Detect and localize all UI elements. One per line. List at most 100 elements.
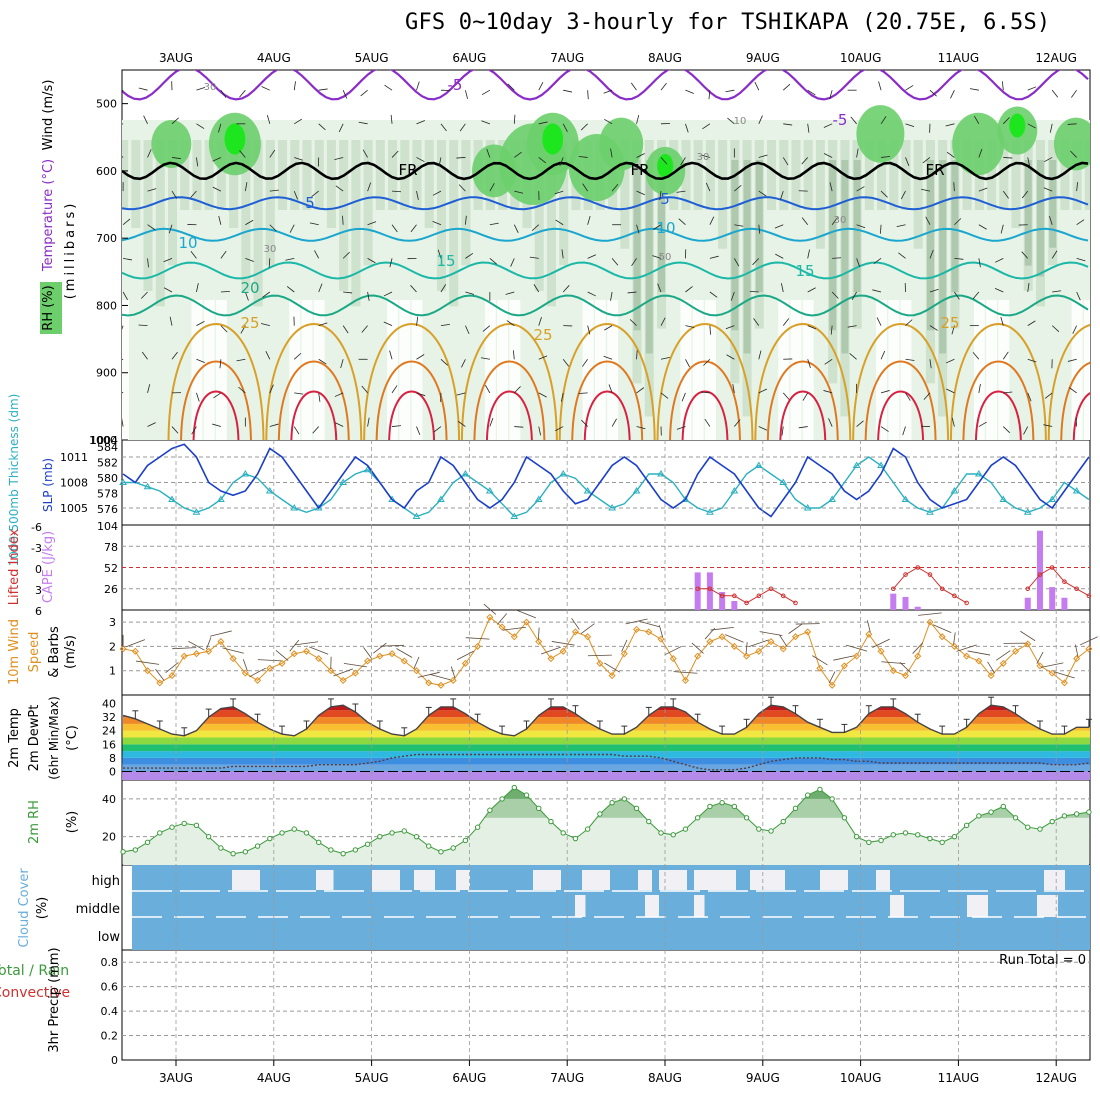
- wind-barb: [1051, 89, 1059, 98]
- rh-dry-cell: [998, 300, 1010, 440]
- rh-mid-cell: [253, 140, 263, 307]
- wind-speed-marker: [559, 647, 567, 655]
- rh-green-patch: [856, 105, 905, 163]
- wind-barb: [831, 291, 839, 299]
- wind-barb: [657, 283, 662, 293]
- wind-barb-10m: [625, 618, 648, 625]
- wind-barb: [758, 388, 768, 394]
- wind-barb: [1027, 392, 1032, 402]
- rh-dry-cell: [289, 300, 301, 440]
- rh-marker: [511, 784, 517, 791]
- wind-barb: [410, 224, 417, 233]
- wind-barb: [218, 123, 222, 133]
- wind-speed-marker: [633, 625, 641, 633]
- wind-barb: [514, 386, 521, 394]
- rh-marker: [609, 799, 615, 806]
- wind-barb: [676, 426, 686, 430]
- wind-barb: [562, 123, 568, 132]
- contour-label: 30: [834, 215, 847, 226]
- day-label-bottom-6AUG: 6AUG: [452, 1071, 486, 1085]
- wind-barb-10m: [673, 671, 698, 674]
- wind-barb: [458, 184, 466, 192]
- wind-barb: [367, 258, 376, 264]
- temp-fill-group: [122, 705, 1090, 780]
- contour-surface-tongue: [962, 360, 1035, 440]
- rh-marker: [413, 833, 420, 840]
- wind-barb: [734, 419, 741, 427]
- wind-barb: [410, 285, 417, 293]
- wind-barb: [758, 350, 762, 360]
- rh-marker: [633, 805, 640, 812]
- wind-barb-10m: [846, 644, 868, 652]
- rh-dry-cell: [399, 300, 411, 440]
- wind-barb: [196, 157, 199, 167]
- rh-mid-cell: [363, 140, 373, 266]
- wind-barb: [709, 255, 719, 259]
- wind-barb: [416, 157, 425, 163]
- wind-barb: [978, 383, 981, 393]
- wind-speed-marker: [840, 662, 848, 670]
- thickness-marker: [1023, 508, 1032, 515]
- rh-marker: [438, 849, 444, 855]
- rh-mid-cell: [192, 140, 202, 210]
- wind-barb: [880, 190, 888, 198]
- wind-barb: [1027, 320, 1036, 326]
- rh-dry-cell: [215, 300, 227, 440]
- rh-marker: [316, 839, 322, 846]
- rh-mid-cell: [705, 140, 715, 210]
- wind-barb-10m: [621, 639, 628, 652]
- rh-marker: [242, 849, 249, 855]
- wind-speed-marker: [999, 659, 1007, 667]
- wind-barb: [850, 116, 857, 125]
- wind-speed-marker: [1048, 669, 1056, 677]
- wind-barb-10m: [812, 655, 828, 666]
- wind-barb: [438, 157, 442, 167]
- wind-speed-marker: [938, 633, 946, 641]
- wind-barb: [898, 252, 906, 259]
- contour-surface-tongue: [1047, 324, 1090, 440]
- rh-marker: [976, 813, 982, 819]
- thickness-marker: [828, 495, 837, 502]
- day-label-top-12AUG: 12AUG: [1035, 51, 1077, 65]
- wind-speed-marker: [522, 618, 531, 626]
- wind-barb: [880, 116, 887, 125]
- thickness-marker: [779, 478, 788, 485]
- wind-barb: [905, 85, 914, 91]
- temp-ytick-16: 16: [102, 738, 116, 751]
- li-ytick-6: 6: [35, 605, 42, 618]
- wind-barb: [660, 157, 668, 165]
- wind-barb-10m: [987, 661, 995, 674]
- rh-mid-cell: [718, 140, 728, 249]
- wind-barb-10m: [188, 640, 205, 651]
- wind-barb: [1027, 358, 1037, 363]
- cape-ytick-78: 78: [104, 541, 118, 554]
- wind-barb-10m: [638, 620, 660, 628]
- wind-barb: [725, 325, 735, 330]
- wind-speed-marker: [889, 667, 897, 675]
- rh-dry-cell: [191, 300, 203, 440]
- wind-barb: [978, 148, 983, 158]
- slp-line: [122, 443, 1090, 518]
- wind-barb: [533, 284, 540, 293]
- wind-barb-10m: [587, 654, 612, 657]
- day-label-bottom-11AUG: 11AUG: [938, 1071, 980, 1085]
- cloud-high-block: [638, 870, 652, 890]
- contour-label: 25: [940, 314, 959, 332]
- wind-barb: [807, 123, 810, 133]
- wind-barb: [802, 392, 809, 401]
- cloud-mid-block: [694, 895, 705, 917]
- wind-barb: [312, 426, 319, 434]
- wind-barb: [562, 359, 570, 367]
- wind-barb: [122, 218, 131, 226]
- wind-speed-marker: [571, 628, 579, 636]
- wind-barb: [266, 115, 271, 124]
- rh-marker: [523, 792, 530, 798]
- temp-band: [122, 705, 1090, 711]
- wind-barb: [358, 121, 368, 125]
- wind-barb: [269, 384, 274, 394]
- wind-barb: [489, 222, 499, 226]
- rh-marker: [157, 830, 163, 836]
- rh-dry-cell: [1071, 300, 1083, 440]
- wind-barb: [582, 359, 588, 367]
- contour-surface-tongue: [583, 390, 631, 440]
